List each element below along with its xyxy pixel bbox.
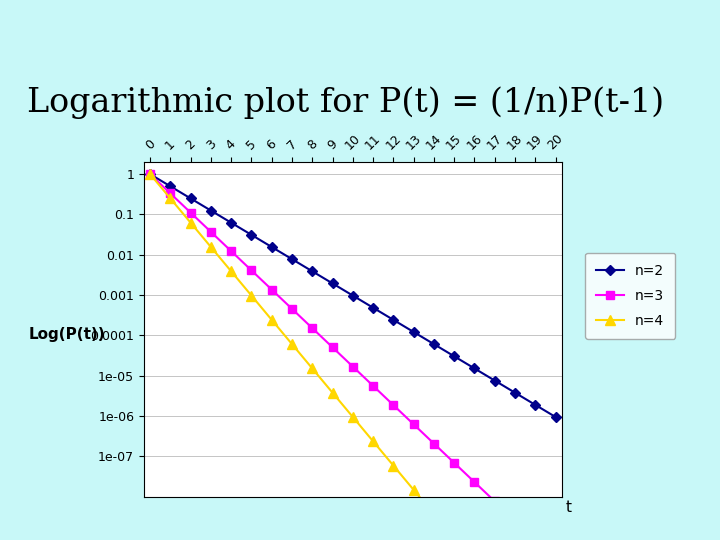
Line: n=2: n=2 [147,171,559,421]
n=2 [145,171,154,177]
n=3 [247,267,256,274]
n=4 [308,365,317,372]
Text: Logarithmic plot for P(t) = (1/n)P(t-1): Logarithmic plot for P(t) = (1/n)P(t-1) [27,86,664,119]
n=2 [552,414,560,420]
n=3 [186,210,195,216]
n=2 [470,365,479,372]
n=4 [450,535,459,540]
n=2 [186,195,195,201]
n=4 [348,414,357,420]
n=2 [510,389,519,396]
n=4 [227,268,235,274]
n=2 [369,305,377,311]
n=4 [389,462,397,469]
Legend: n=2, n=3, n=4: n=2, n=3, n=4 [585,253,675,339]
n=2 [166,183,175,190]
Line: n=3: n=3 [146,170,559,540]
n=2 [227,219,235,226]
n=3 [369,382,377,389]
n=3 [510,517,519,524]
n=2 [531,402,539,408]
n=2 [247,232,256,238]
n=3 [308,325,317,332]
n=3 [409,421,418,428]
n=2 [348,292,357,299]
n=2 [328,280,337,287]
n=4 [186,219,195,226]
n=4 [409,487,418,493]
n=4 [328,389,337,396]
n=3 [227,248,235,254]
n=2 [389,316,397,323]
n=3 [288,306,297,312]
n=4 [207,244,215,250]
n=2 [450,353,459,360]
Line: n=4: n=4 [145,169,560,540]
n=3 [389,402,397,408]
n=3 [207,228,215,235]
n=3 [267,286,276,293]
n=3 [531,537,539,540]
Text: t: t [565,500,571,515]
n=2 [430,341,438,347]
n=2 [288,256,297,262]
n=3 [348,363,357,370]
n=4 [267,316,276,323]
n=4 [288,341,297,347]
n=2 [490,377,499,384]
n=3 [490,498,499,504]
n=4 [369,438,377,444]
n=3 [166,190,175,197]
n=3 [145,171,154,177]
n=3 [450,460,459,466]
n=2 [267,244,276,250]
n=4 [430,511,438,517]
n=3 [430,440,438,447]
n=2 [207,207,215,214]
n=3 [470,479,479,485]
n=4 [166,195,175,201]
n=4 [145,171,154,177]
n=4 [247,292,256,299]
n=2 [409,329,418,335]
n=2 [308,268,317,274]
n=3 [328,344,337,350]
Text: Log(P(t)): Log(P(t)) [29,327,106,342]
